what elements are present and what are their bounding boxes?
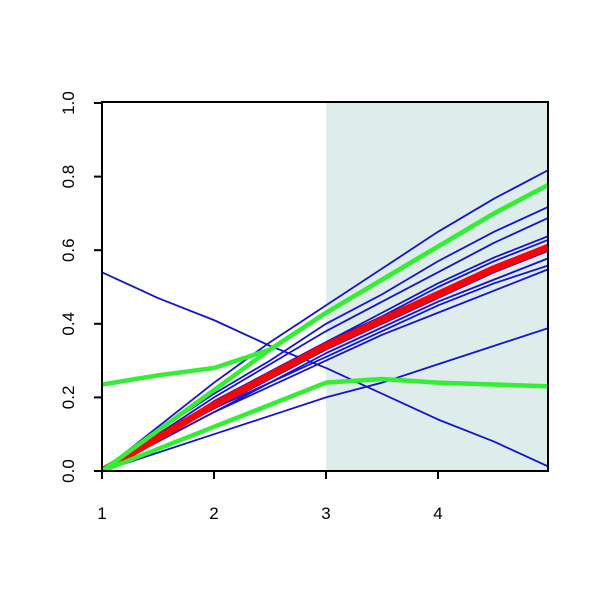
data-line <box>102 169 548 471</box>
data-line <box>102 243 548 471</box>
y-tick-label: 0.2 <box>59 386 78 410</box>
x-tick-label: 2 <box>209 504 218 523</box>
data-line <box>102 327 548 471</box>
y-tick-label: 0.8 <box>59 165 78 189</box>
x-tick-label: 4 <box>433 504 442 523</box>
x-tick-label: 3 <box>321 504 330 523</box>
data-line <box>102 376 548 471</box>
data-line <box>102 268 548 471</box>
y-tick-label: 0.4 <box>59 312 78 336</box>
data-line <box>102 182 548 387</box>
plot-area <box>102 102 548 471</box>
data-line <box>102 217 548 471</box>
data-line <box>102 271 548 468</box>
y-tick-label: 0.0 <box>59 459 78 483</box>
x-tick-label: 1 <box>97 504 106 523</box>
axes: 1 2 3 4 0.0 0.2 0.4 0.6 0.8 1.0 <box>59 91 549 523</box>
shaded-region <box>326 102 548 471</box>
y-tick-label: 0.6 <box>59 238 78 262</box>
y-tick-label: 1.0 <box>59 91 78 115</box>
